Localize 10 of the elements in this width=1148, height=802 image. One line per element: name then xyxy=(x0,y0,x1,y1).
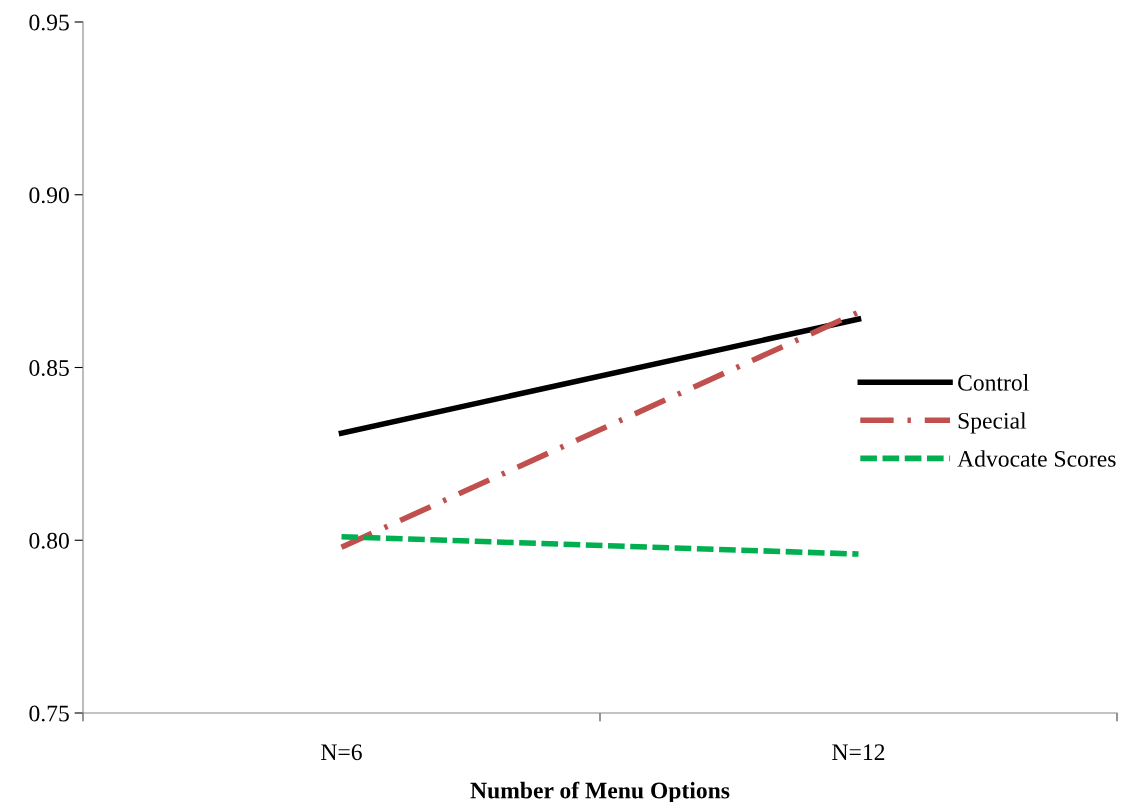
x-tick-label: N=12 xyxy=(832,744,885,760)
legend-label: Advocate Scores xyxy=(957,450,1116,467)
y-tick-label: 0.95 xyxy=(29,14,69,31)
legend-label: Special xyxy=(958,412,1027,434)
y-tick-label: 0.75 xyxy=(29,705,69,722)
y-tick-label: 0.90 xyxy=(29,187,69,204)
y-tick-label: 0.80 xyxy=(29,532,69,549)
x-tick-label: N=6 xyxy=(321,744,362,761)
y-tick-label: 0.85 xyxy=(29,359,69,377)
legend-label: Control xyxy=(958,374,1029,391)
